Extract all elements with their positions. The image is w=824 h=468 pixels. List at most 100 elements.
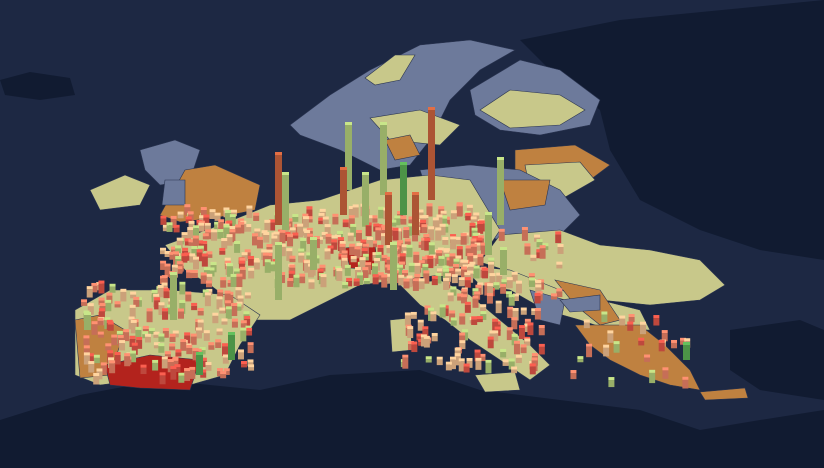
data-bar[interactable] [512, 307, 519, 321]
data-bar[interactable] [87, 303, 94, 315]
data-bar[interactable] [403, 227, 410, 239]
data-bar[interactable] [292, 213, 299, 222]
data-bar[interactable] [109, 283, 116, 293]
data-bar[interactable] [237, 349, 244, 360]
data-bar[interactable] [407, 326, 414, 339]
data-bar[interactable] [164, 250, 171, 257]
data-bar[interactable] [493, 282, 500, 290]
data-bar[interactable] [557, 243, 564, 254]
data-bar[interactable] [508, 358, 515, 370]
data-bar[interactable] [161, 356, 168, 369]
data-bar[interactable] [488, 261, 495, 274]
data-bar[interactable] [144, 333, 151, 343]
data-bar[interactable] [170, 272, 177, 320]
data-bar[interactable] [216, 328, 223, 336]
data-bar[interactable] [177, 211, 184, 219]
data-bar[interactable] [463, 363, 470, 373]
data-bar[interactable] [457, 293, 464, 301]
data-bar[interactable] [619, 315, 626, 326]
data-bar[interactable] [217, 368, 224, 377]
region-finland-south[interactable] [479, 89, 586, 129]
data-bar[interactable] [502, 359, 509, 366]
data-bar[interactable] [418, 260, 425, 268]
data-bar[interactable] [421, 224, 428, 234]
data-bar[interactable] [436, 214, 443, 228]
data-bar[interactable] [627, 321, 634, 331]
data-bar[interactable] [474, 242, 481, 251]
data-bar[interactable] [135, 326, 142, 341]
data-bar[interactable] [331, 239, 338, 250]
data-bar[interactable] [306, 252, 313, 260]
data-bar[interactable] [441, 215, 448, 226]
data-bar[interactable] [152, 359, 159, 371]
data-bar[interactable] [263, 231, 270, 243]
data-bar[interactable] [344, 264, 351, 276]
data-bar[interactable] [432, 249, 439, 256]
data-bar[interactable] [304, 230, 311, 243]
data-bar[interactable] [442, 236, 449, 245]
data-bar[interactable] [456, 236, 463, 245]
data-bar[interactable] [649, 369, 656, 384]
data-bar[interactable] [98, 308, 105, 321]
data-bar[interactable] [129, 304, 136, 318]
data-bar[interactable] [169, 333, 176, 343]
data-bar[interactable] [394, 215, 401, 226]
data-bar[interactable] [613, 341, 620, 353]
data-bar[interactable] [131, 342, 138, 355]
data-bar[interactable] [120, 288, 127, 302]
data-bar[interactable] [321, 231, 328, 239]
data-bar[interactable] [538, 324, 545, 336]
data-bar[interactable] [292, 232, 299, 239]
data-bar[interactable] [221, 238, 228, 249]
data-bar[interactable] [404, 312, 411, 326]
data-bar[interactable] [424, 305, 431, 315]
data-bar[interactable] [218, 219, 225, 233]
data-bar[interactable] [196, 249, 203, 262]
data-bar[interactable] [302, 216, 309, 228]
data-bar[interactable] [279, 243, 286, 257]
data-bar[interactable] [184, 238, 191, 246]
data-bar[interactable] [154, 297, 161, 310]
data-bar[interactable] [226, 234, 233, 246]
data-bar[interactable] [289, 255, 296, 263]
data-bar[interactable] [231, 318, 238, 328]
data-bar[interactable] [201, 253, 208, 267]
data-bar[interactable] [203, 214, 210, 224]
data-bar[interactable] [443, 277, 450, 290]
data-bar[interactable] [428, 107, 435, 200]
data-bar[interactable] [377, 272, 384, 280]
data-bar[interactable] [431, 275, 438, 286]
data-bar[interactable] [205, 280, 212, 288]
data-bar[interactable] [192, 347, 199, 361]
data-bar[interactable] [111, 334, 118, 346]
data-bar[interactable] [196, 352, 203, 375]
data-bar[interactable] [190, 333, 197, 345]
data-bar[interactable] [287, 233, 294, 247]
data-bar[interactable] [246, 205, 253, 219]
data-bar[interactable] [320, 274, 327, 288]
data-bar[interactable] [538, 343, 545, 355]
data-bar[interactable] [105, 343, 112, 351]
data-bar[interactable] [455, 268, 462, 276]
data-bar[interactable] [109, 360, 116, 374]
data-bar[interactable] [460, 233, 467, 245]
data-bar[interactable] [506, 327, 513, 341]
data-bar[interactable] [497, 157, 504, 225]
data-bar[interactable] [404, 238, 411, 247]
data-bar[interactable] [184, 204, 191, 216]
data-bar[interactable] [240, 327, 247, 342]
data-bar[interactable] [359, 257, 366, 271]
data-bar[interactable] [375, 227, 382, 241]
data-bar[interactable] [248, 255, 255, 266]
data-bar[interactable] [555, 231, 562, 244]
data-bar[interactable] [81, 299, 88, 306]
data-bar[interactable] [209, 209, 216, 219]
data-bar[interactable] [226, 263, 233, 277]
data-bar[interactable] [184, 332, 191, 344]
data-bar[interactable] [528, 277, 535, 287]
data-bar[interactable] [162, 308, 169, 320]
data-bar[interactable] [180, 339, 187, 351]
data-bar[interactable] [324, 224, 331, 236]
data-bar[interactable] [511, 317, 518, 330]
